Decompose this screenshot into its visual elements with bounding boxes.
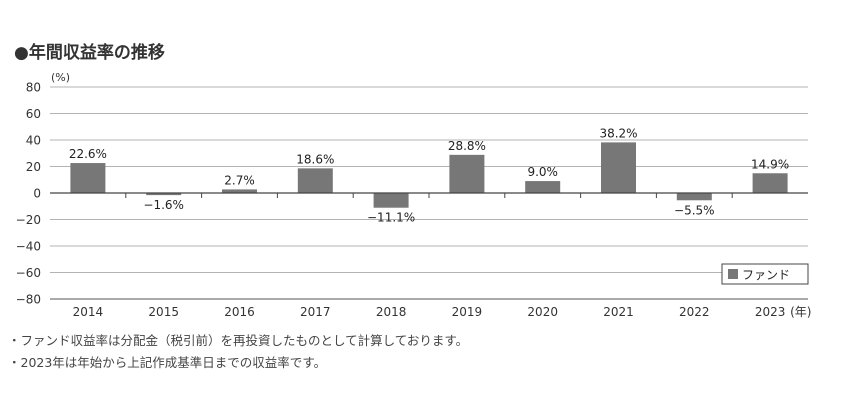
data-label-2017: 18.6% — [296, 152, 334, 166]
bar-2017 — [297, 168, 333, 193]
bar-2022 — [676, 193, 712, 201]
data-label-2014: 22.6% — [69, 147, 107, 161]
y-tick-label: 20 — [26, 160, 41, 174]
x-tick-label-2014: 2014 — [73, 305, 104, 319]
footnote-2: ・2023年は年始から上記作成基準日までの収益率です。 — [8, 355, 327, 370]
y-tick-label: 80 — [26, 81, 41, 95]
y-tick-label: −60 — [16, 266, 41, 280]
x-tick-label-2019: 2019 — [452, 305, 483, 319]
legend-swatch — [728, 269, 738, 279]
y-tick-label: −20 — [16, 213, 41, 227]
data-label-2023: 14.9% — [751, 157, 789, 171]
y-tick-label: −40 — [16, 240, 41, 254]
y-axis-unit: (%) — [51, 71, 70, 84]
data-label-2016: 2.7% — [224, 173, 255, 187]
bar-2021 — [601, 142, 636, 193]
bar-2023 — [752, 173, 788, 193]
bar-2019 — [449, 154, 485, 193]
footnote-1: ・ファンド収益率は分配金（税引前）を再投資したものとして計算しております。 — [8, 333, 469, 348]
y-tick-label: 60 — [26, 107, 41, 121]
x-tick-label-2023: 2023 — [755, 305, 786, 319]
x-tick-label-2022: 2022 — [679, 305, 710, 319]
data-label-2015: −1.6% — [143, 198, 184, 212]
y-tick-label: −80 — [16, 293, 41, 307]
x-tick-label-2021: 2021 — [603, 305, 634, 319]
x-axis-unit: (年) — [790, 305, 811, 319]
x-tick-label-2016: 2016 — [224, 305, 255, 319]
bar-2014 — [70, 163, 106, 193]
y-tick-label: 0 — [33, 187, 41, 201]
x-tick-label-2015: 2015 — [148, 305, 179, 319]
data-label-2018: −11.1% — [367, 211, 415, 225]
data-label-2020: 9.0% — [527, 165, 558, 179]
chart-title: ●年間収益率の推移 — [14, 43, 165, 63]
bar-2016 — [222, 189, 257, 193]
legend-box — [721, 263, 809, 285]
data-label-2021: 38.2% — [599, 126, 637, 140]
x-tick-label-2018: 2018 — [376, 305, 407, 319]
y-tick-label: 40 — [26, 134, 41, 148]
bar-2015 — [146, 193, 182, 196]
x-tick-label-2020: 2020 — [527, 305, 558, 319]
footnotes: ・ファンド収益率は分配金（税引前）を再投資したものとして計算しております。 ・2… — [8, 330, 468, 374]
x-tick-label-2017: 2017 — [300, 305, 331, 319]
bar-2020 — [525, 181, 561, 193]
data-label-2019: 28.8% — [448, 139, 486, 153]
bar-chart: 80 60 40 20 0 −20 −40 −60 −80 (%) 22.6% −1.6% 2.7% 18… — [16, 71, 812, 319]
bar-2018 — [373, 193, 409, 208]
data-label-2022: −5.5% — [674, 203, 715, 217]
legend-label: ファンド — [742, 268, 790, 282]
